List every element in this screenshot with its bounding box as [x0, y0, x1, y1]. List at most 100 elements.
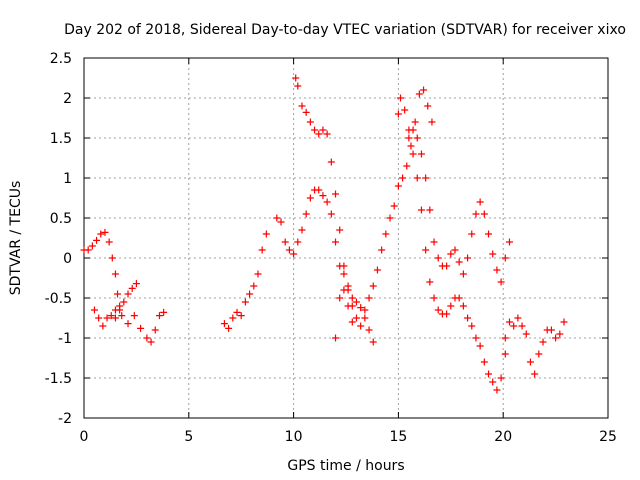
data-point — [319, 126, 327, 134]
series-track-d — [220, 230, 270, 332]
data-point — [501, 350, 509, 358]
data-point — [430, 238, 438, 246]
series-track-a — [80, 228, 124, 310]
data-point — [90, 306, 98, 314]
data-point — [472, 334, 480, 342]
data-point — [411, 118, 419, 126]
data-point — [455, 294, 463, 302]
data-point — [451, 246, 459, 254]
data-point — [369, 338, 377, 346]
data-point — [306, 194, 314, 202]
data-point — [105, 238, 113, 246]
data-point — [250, 282, 258, 290]
data-point — [95, 314, 103, 322]
data-point — [497, 278, 505, 286]
y-tick-label: -1.5 — [45, 371, 72, 387]
data-point — [405, 134, 413, 142]
series-track-e — [273, 186, 356, 326]
data-point — [476, 342, 484, 350]
data-point — [443, 262, 451, 270]
data-point — [111, 314, 119, 322]
data-point — [394, 182, 402, 190]
data-point — [323, 198, 331, 206]
data-point — [459, 302, 467, 310]
data-point — [422, 246, 430, 254]
data-point — [111, 270, 119, 278]
data-point — [348, 294, 356, 302]
x-tick-label: 25 — [599, 429, 617, 445]
data-point — [468, 322, 476, 330]
data-point — [422, 174, 430, 182]
data-point — [413, 174, 421, 182]
data-point — [332, 238, 340, 246]
data-point — [434, 254, 442, 262]
data-point — [455, 258, 463, 266]
data-point — [302, 108, 310, 116]
y-tick-label: -2 — [58, 411, 72, 427]
data-point — [413, 134, 421, 142]
data-point — [531, 370, 539, 378]
data-point — [220, 320, 228, 328]
data-point — [396, 94, 404, 102]
data-point — [501, 254, 509, 262]
y-tick-label: -1 — [58, 331, 72, 347]
data-point — [386, 214, 394, 222]
data-point — [332, 334, 340, 342]
data-point — [302, 210, 310, 218]
data-point — [93, 236, 101, 244]
data-point — [241, 298, 249, 306]
data-point — [262, 230, 270, 238]
y-tick-label: 1 — [63, 171, 72, 187]
data-point — [352, 298, 360, 306]
data-point — [292, 74, 300, 82]
data-point — [417, 206, 425, 214]
data-point — [399, 174, 407, 182]
series-track-g — [332, 86, 436, 342]
data-point — [464, 254, 472, 262]
series-track-f — [292, 74, 377, 346]
x-axis-ticks: 0 5 10 15 20 25 — [80, 58, 617, 445]
data-point — [254, 270, 262, 278]
data-point — [88, 242, 96, 250]
data-point — [298, 102, 306, 110]
series-track-j — [501, 314, 568, 378]
data-point — [426, 206, 434, 214]
data-point — [344, 286, 352, 294]
data-point — [336, 226, 344, 234]
data-point — [459, 270, 467, 278]
data-point — [120, 298, 128, 306]
data-point — [101, 228, 109, 236]
data-point — [311, 126, 319, 134]
data-point — [160, 308, 168, 316]
data-point — [357, 304, 365, 312]
data-point — [361, 314, 369, 322]
data-point — [420, 86, 428, 94]
data-point — [108, 254, 116, 262]
data-point — [485, 230, 493, 238]
data-point — [298, 226, 306, 234]
data-point — [361, 306, 369, 314]
data-point — [315, 130, 323, 138]
data-point — [382, 230, 390, 238]
data-point — [409, 126, 417, 134]
data-point — [535, 350, 543, 358]
data-point — [294, 238, 302, 246]
y-tick-label: 0 — [63, 251, 72, 267]
x-tick-label: 5 — [184, 429, 193, 445]
data-point — [128, 284, 136, 292]
data-point — [327, 210, 335, 218]
data-point — [103, 314, 111, 322]
data-point — [468, 230, 476, 238]
y-tick-label: 2.5 — [50, 51, 72, 67]
data-point — [489, 378, 497, 386]
data-point — [426, 278, 434, 286]
data-point — [526, 358, 534, 366]
data-point — [132, 280, 140, 288]
data-point — [340, 262, 348, 270]
data-point — [401, 106, 409, 114]
data-point — [319, 192, 327, 200]
data-point — [294, 82, 302, 90]
data-point — [365, 294, 373, 302]
data-point — [480, 358, 488, 366]
